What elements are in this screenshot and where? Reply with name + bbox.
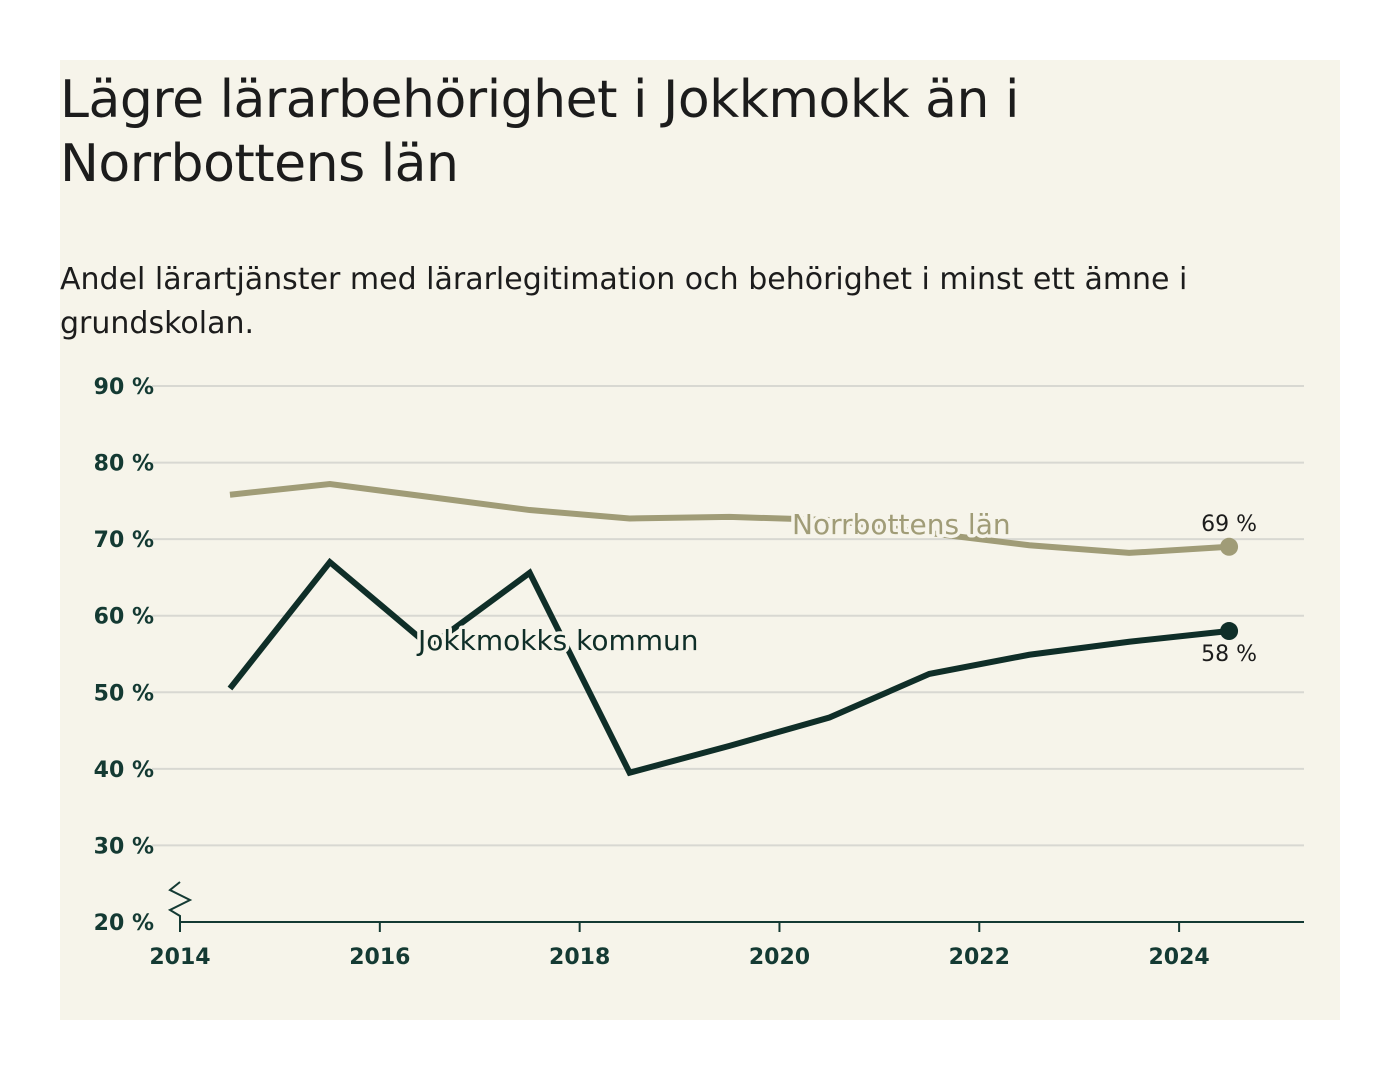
y-tick-label: 50 % — [94, 681, 154, 706]
x-tick-label: 2022 — [949, 945, 1010, 970]
end-label-norrbottens-lan: 69 % — [1201, 512, 1257, 537]
x-tick-label: 2014 — [149, 945, 210, 970]
series-label-jokkmokks-kommun: Jokkmokks kommun — [416, 624, 699, 657]
end-point-norrbottens-lan — [1220, 537, 1239, 556]
x-tick-label: 2024 — [1148, 945, 1209, 970]
x-tick-label: 2018 — [549, 945, 610, 970]
y-tick-label: 90 % — [94, 375, 154, 400]
x-tick-label: 2020 — [749, 945, 810, 970]
series-line-norrbottens-lan — [229, 480, 1230, 556]
end-label-jokkmokks-kommun: 58 % — [1201, 642, 1257, 667]
y-tick-label: 40 % — [94, 758, 154, 783]
y-tick-label: 30 % — [94, 834, 154, 859]
series-line-jokkmokks-kommun — [227, 557, 1230, 777]
chart-card: Lägre lärarbehörighet i Jokkmokk än i No… — [60, 60, 1340, 1020]
chart-title: Lägre lärarbehörighet i Jokkmokk än i No… — [60, 70, 1019, 194]
y-tick-label: 80 % — [94, 452, 154, 477]
y-tick-label: 20 % — [94, 911, 154, 936]
x-tick-label: 2016 — [349, 945, 410, 970]
chart-subtitle: Andel lärartjänster med lärarlegitimatio… — [60, 262, 1188, 341]
end-point-jokkmokks-kommun — [1220, 622, 1239, 641]
line-chart: 20 % 30 % 40 % 50 % 60 % 70 % 80 % 90 % 2014 2016… — [94, 375, 1304, 970]
y-tick-label: 60 % — [94, 605, 154, 630]
series-label-norrbottens-lan: Norrbottens län — [792, 508, 1011, 541]
y-axis-break-icon — [167, 881, 193, 922]
y-tick-label: 70 % — [94, 528, 154, 553]
